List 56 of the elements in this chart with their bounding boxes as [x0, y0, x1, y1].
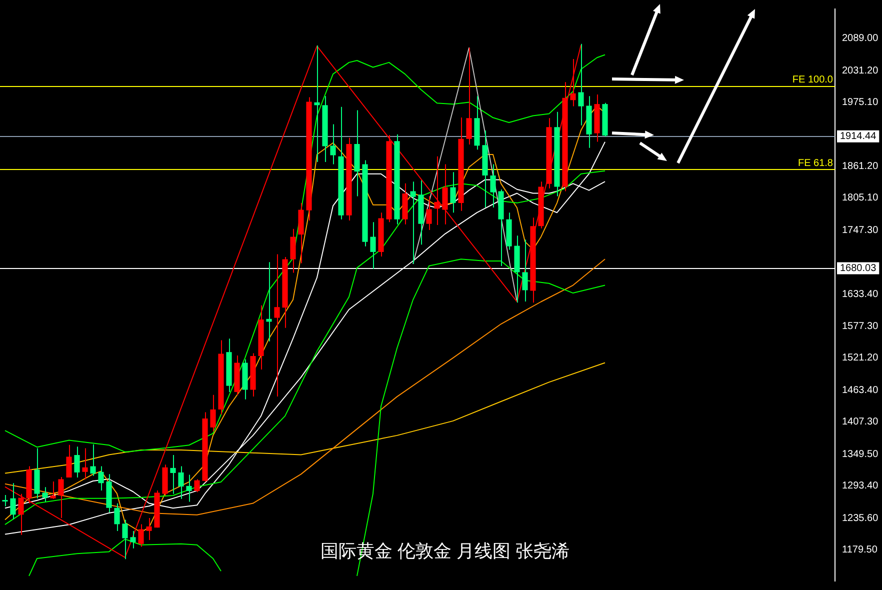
candlestick	[314, 45, 320, 162]
candlestick	[18, 493, 24, 536]
candlestick	[58, 476, 64, 519]
candlestick	[410, 181, 416, 264]
candlestick	[42, 486, 48, 502]
candlestick	[434, 156, 440, 226]
y-tick-label: 1407.30	[842, 416, 879, 428]
candlestick	[2, 494, 8, 507]
y-tick-label: 1805.10	[842, 192, 879, 204]
candlestick	[122, 519, 128, 560]
candlestick	[194, 478, 200, 493]
y-tick-label: 2089.00	[842, 32, 879, 44]
candlestick	[10, 482, 16, 520]
ref-line-label: FE 100.0	[792, 74, 834, 86]
ref-line-label: 1680.03	[840, 263, 877, 274]
ref-line-label: 1914.44	[840, 131, 877, 142]
candlestick	[274, 254, 280, 398]
y-tick-label: 1747.30	[842, 225, 879, 236]
y-tick-label: 1179.50	[842, 544, 878, 556]
candlestick	[330, 124, 336, 165]
candlestick	[450, 172, 456, 214]
candlestick	[146, 518, 152, 540]
candlestick	[426, 196, 432, 231]
y-tick-label: 1975.10	[842, 97, 879, 108]
y-tick-label: 1463.40	[842, 384, 879, 396]
y-tick-label: 2031.20	[842, 66, 879, 77]
candlestick	[138, 524, 144, 548]
y-tick-label: 1633.40	[842, 289, 879, 300]
candlestick	[98, 466, 104, 491]
candlestick	[522, 239, 528, 302]
y-tick-label: 1577.30	[842, 320, 879, 332]
candlestick	[570, 58, 576, 107]
candlestick	[82, 448, 88, 480]
y-tick-label: 1521.20	[842, 352, 879, 364]
candlestick	[186, 474, 192, 502]
candlestick	[178, 466, 184, 500]
ref-line-label: FE 61.8	[798, 158, 834, 169]
y-tick-label: 1861.20	[842, 161, 879, 172]
y-tick-label: 1349.50	[842, 448, 879, 460]
candlestick	[466, 47, 472, 146]
candlestick	[210, 394, 216, 432]
candlestick	[90, 444, 96, 476]
candlestick	[170, 454, 176, 494]
candlestick	[130, 530, 136, 549]
candlestick	[66, 444, 72, 478]
candlestick	[50, 480, 56, 500]
y-tick-label: 1235.60	[842, 512, 879, 524]
candlestick	[490, 164, 496, 208]
candlestick	[114, 502, 120, 532]
candlestick	[266, 262, 272, 342]
candlestick	[442, 164, 448, 225]
candlestick	[290, 228, 296, 274]
candlestick	[74, 446, 80, 478]
candlestick	[578, 43, 584, 126]
candlestick	[370, 222, 376, 270]
y-tick-label: 1293.40	[842, 480, 879, 492]
